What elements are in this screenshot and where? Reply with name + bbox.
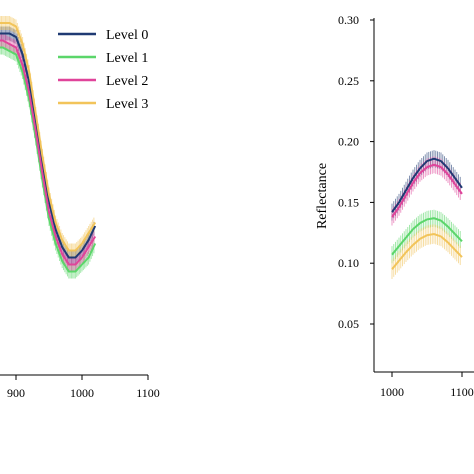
right-chart: 0.05 0.10 0.15 0.20 0.25 0.30 1000 1100 Reflec… — [315, 13, 474, 399]
legend-label-level-0: Level 0 — [106, 28, 148, 43]
series-line-level-3 — [0, 22, 97, 252]
right-x-tick-label: 1100 — [450, 385, 474, 399]
series-line-level-0 — [391, 157, 463, 213]
series-line-level-2 — [391, 163, 463, 218]
right-y-axis-title: Reflectance — [315, 163, 330, 229]
right-y-tick-label: 0.30 — [338, 13, 359, 27]
legend-label-level-2: Level 2 — [106, 74, 148, 89]
left-chart: 900 1000 1100 Level 0 Level 1 Level 2 Leve… — [0, 16, 160, 400]
right-y-tick-label: 0.15 — [338, 195, 359, 209]
series-line-level-1 — [0, 46, 97, 273]
series-line-level-1 — [391, 217, 463, 256]
right-y-ticks: 0.05 0.10 0.15 0.20 0.25 0.30 — [338, 13, 374, 331]
legend-label-level-3: Level 3 — [106, 97, 148, 112]
series-line-level-3 — [391, 232, 463, 270]
series-line-level-0 — [0, 32, 97, 259]
right-y-tick-label: 0.10 — [338, 256, 359, 270]
right-y-tick-label: 0.05 — [338, 317, 359, 331]
legend-label-level-1: Level 1 — [106, 51, 148, 66]
right-series-lines — [391, 157, 463, 270]
legend: Level 0 Level 1 Level 2 Level 3 — [58, 28, 148, 112]
right-y-tick-label: 0.20 — [338, 135, 359, 149]
left-x-ticks: 900 1000 1100 — [7, 375, 160, 400]
right-x-ticks: 1000 1100 — [380, 372, 474, 399]
left-x-tick-label: 1000 — [70, 386, 94, 400]
left-series-lines — [0, 22, 97, 273]
right-x-tick-label: 1000 — [380, 385, 404, 399]
right-y-tick-label: 0.25 — [338, 74, 359, 88]
left-x-tick-label: 900 — [7, 386, 25, 400]
left-x-tick-label: 1100 — [136, 386, 160, 400]
series-line-level-2 — [0, 39, 97, 266]
